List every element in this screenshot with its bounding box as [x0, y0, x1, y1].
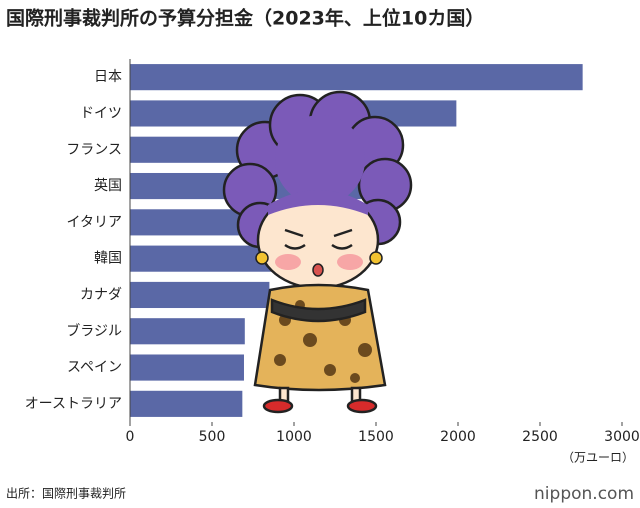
y-tick-label: フランス	[66, 142, 122, 158]
x-tick-label: 2000	[440, 429, 476, 445]
x-tick-label: 1000	[276, 429, 312, 445]
bar	[130, 390, 243, 417]
illustration	[222, 90, 413, 414]
x-tick-label: 3000	[604, 429, 640, 445]
bar	[130, 281, 270, 309]
x-tick-label: 0	[126, 429, 135, 445]
y-tick-label: 日本	[94, 69, 122, 85]
y-tick-label: オーストラリア	[25, 396, 122, 412]
bar	[130, 245, 273, 272]
source: 出所：国際刑事裁判所	[6, 487, 126, 501]
chart-title: 国際刑事裁判所の予算分担金（2023年、上位10カ国）	[6, 7, 484, 30]
x-tick-label: 1500	[358, 429, 394, 445]
logo: nippon.com	[534, 484, 634, 504]
y-tick-label: カナダ	[80, 287, 122, 303]
y-tick-label: ブラジル	[66, 322, 122, 339]
x-tick-label: 500	[199, 429, 226, 445]
x-tick-label: 2500	[522, 429, 558, 445]
y-tick-label: 韓国	[94, 251, 122, 267]
bar	[130, 318, 245, 345]
y-tick-label: 英国	[94, 177, 122, 194]
bar	[130, 64, 583, 91]
x-unit-label: （万ユーロ）	[562, 451, 634, 465]
bar	[130, 354, 244, 381]
y-tick-label: イタリア	[67, 214, 122, 230]
y-tick-label: ドイツ	[80, 105, 122, 121]
y-tick-label: スペイン	[67, 360, 122, 376]
